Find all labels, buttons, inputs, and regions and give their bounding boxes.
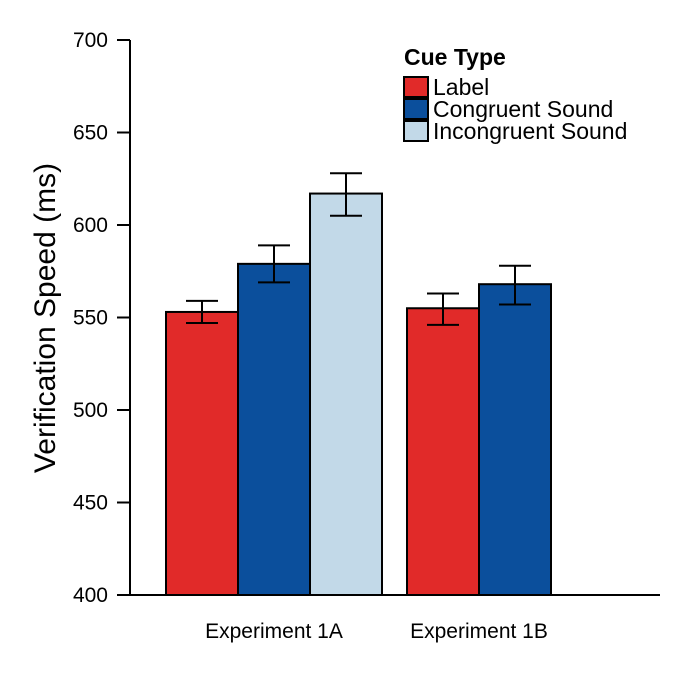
legend-label: Label xyxy=(433,74,489,100)
y-tick-label: 550 xyxy=(73,307,108,330)
x-tick-label: Experiment 1B xyxy=(410,620,548,643)
legend-label: Congruent Sound xyxy=(433,96,613,122)
legend-swatch xyxy=(403,76,429,98)
legend-swatch xyxy=(403,120,429,142)
y-tick-label: 700 xyxy=(73,29,108,52)
legend-item: Incongruent Sound xyxy=(403,118,627,144)
y-tick-label: 400 xyxy=(73,584,108,607)
legend-title: Cue Type xyxy=(404,44,506,70)
error-bar xyxy=(330,172,362,217)
bar-label-1 xyxy=(165,310,239,596)
y-tick-label: 600 xyxy=(73,214,108,237)
bar-congruent-sound-1 xyxy=(237,262,311,596)
y-tick-label: 500 xyxy=(73,399,108,422)
x-tick-labels: Experiment 1A Experiment 1B xyxy=(205,620,548,643)
error-bar xyxy=(186,299,218,325)
x-tick-label: Experiment 1A xyxy=(205,620,343,643)
bar-incongruent-sound-1 xyxy=(309,192,383,597)
legend-label: Incongruent Sound xyxy=(433,118,627,144)
y-axis-title: Verification Speed (ms) xyxy=(29,163,62,473)
bar-congruent-sound-2 xyxy=(478,283,552,596)
legend-swatch xyxy=(403,98,429,120)
y-tick-label: 450 xyxy=(73,492,108,515)
y-tick-label: 650 xyxy=(73,122,108,145)
error-bars-layer xyxy=(186,172,531,326)
bar-label-2 xyxy=(406,307,480,596)
legend-item: Label xyxy=(403,74,489,100)
error-bar xyxy=(258,244,290,284)
error-bar xyxy=(427,292,459,326)
bars-layer xyxy=(165,192,552,597)
y-ticks: 400 450 500 550 600 650 700 xyxy=(73,29,130,607)
legend-item: Congruent Sound xyxy=(403,96,613,122)
error-bar xyxy=(499,264,531,306)
